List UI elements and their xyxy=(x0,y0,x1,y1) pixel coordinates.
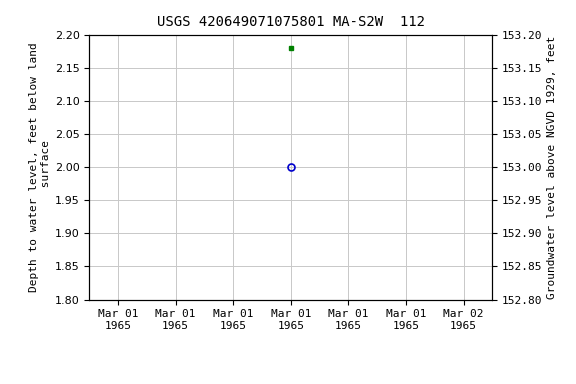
Y-axis label: Groundwater level above NGVD 1929, feet: Groundwater level above NGVD 1929, feet xyxy=(547,35,557,299)
Title: USGS 420649071075801 MA-S2W  112: USGS 420649071075801 MA-S2W 112 xyxy=(157,15,425,29)
Y-axis label: Depth to water level, feet below land
 surface: Depth to water level, feet below land su… xyxy=(29,42,51,292)
